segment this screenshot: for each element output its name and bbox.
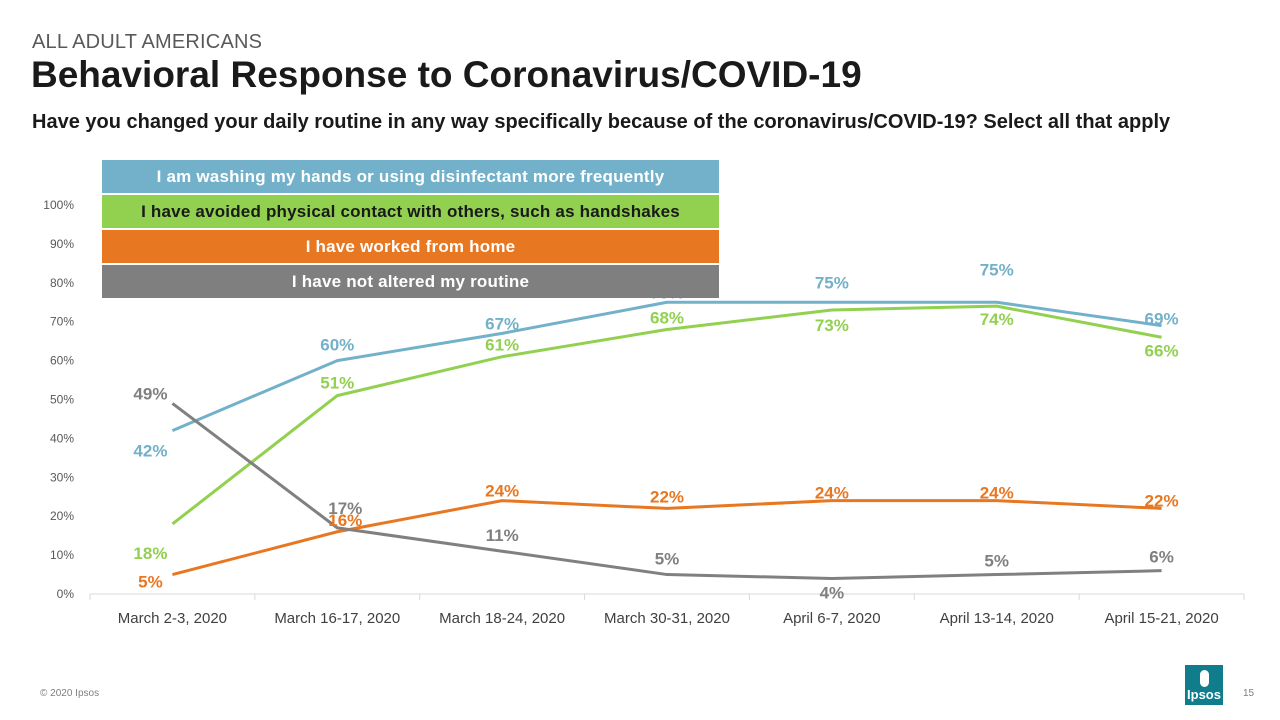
- y-tick-label: 0%: [57, 587, 75, 601]
- data-label: 18%: [133, 544, 167, 563]
- data-label: 5%: [138, 573, 163, 592]
- y-tick-label: 90%: [50, 237, 74, 251]
- y-tick-label: 60%: [50, 354, 74, 368]
- series-line-1: [171, 304, 1162, 526]
- data-label: 42%: [133, 442, 167, 461]
- x-tick-label: March 2-3, 2020: [118, 610, 227, 627]
- page-number: 15: [1243, 688, 1255, 699]
- y-tick-label: 70%: [50, 315, 74, 329]
- data-label: 75%: [980, 260, 1014, 279]
- data-label: 22%: [1145, 491, 1179, 510]
- data-label: 73%: [815, 316, 849, 335]
- data-label: 61%: [485, 336, 519, 355]
- data-label: 11%: [486, 526, 519, 545]
- data-label: 49%: [133, 384, 167, 403]
- logo-mark-icon: [1200, 670, 1209, 687]
- y-tick-label: 50%: [50, 393, 74, 407]
- page-subtitle: Have you changed your daily routine in a…: [32, 111, 1171, 133]
- series-line-0: [171, 300, 1162, 433]
- data-label: 16%: [328, 511, 362, 530]
- data-label: 75%: [815, 273, 849, 292]
- data-label: 24%: [980, 484, 1014, 503]
- data-label: 5%: [984, 552, 1009, 571]
- data-label: 66%: [1145, 341, 1179, 360]
- series-line-3: [171, 402, 1162, 580]
- legend-item-worked-from-home: I have worked from home: [102, 230, 719, 263]
- y-tick-label: 100%: [43, 198, 74, 212]
- y-tick-label: 30%: [50, 470, 74, 484]
- chart-legend: I am washing my hands or using disinfect…: [102, 160, 719, 300]
- copyright-text: © 2020 Ipsos: [40, 688, 100, 699]
- logo-text: Ipsos: [1187, 687, 1221, 702]
- x-tick-label: April 13-14, 2020: [940, 610, 1054, 627]
- x-tick-label: March 16-17, 2020: [274, 610, 400, 627]
- legend-item-not-altered: I have not altered my routine: [102, 265, 719, 298]
- data-label: 17%: [328, 499, 362, 518]
- data-label: 4%: [820, 583, 845, 602]
- data-label: 22%: [650, 487, 684, 506]
- data-label: 5%: [655, 550, 680, 569]
- data-label: 69%: [1145, 310, 1179, 329]
- legend-item-washing-hands: I am washing my hands or using disinfect…: [102, 160, 719, 193]
- y-tick-label: 40%: [50, 431, 74, 445]
- x-tick-label: March 30-31, 2020: [604, 610, 730, 627]
- x-tick-label: April 15-21, 2020: [1104, 610, 1218, 627]
- data-label: 60%: [320, 336, 354, 355]
- data-label: 68%: [650, 308, 684, 327]
- data-label: 24%: [485, 482, 519, 501]
- data-label: 67%: [485, 314, 519, 333]
- y-tick-label: 80%: [50, 276, 74, 290]
- x-tick-label: April 6-7, 2020: [783, 610, 881, 627]
- series-line-2: [172, 499, 1162, 577]
- data-label: 74%: [980, 310, 1014, 329]
- y-tick-label: 10%: [50, 548, 74, 562]
- eyebrow-label: ALL ADULT AMERICANS: [32, 31, 263, 53]
- data-label: 6%: [1149, 548, 1174, 567]
- data-label: 51%: [320, 374, 354, 393]
- legend-item-avoided-contact: I have avoided physical contact with oth…: [102, 195, 719, 228]
- page-title: Behavioral Response to Coronavirus/COVID…: [31, 54, 862, 95]
- x-tick-label: March 18-24, 2020: [439, 610, 565, 627]
- data-label: 24%: [815, 484, 849, 503]
- y-tick-label: 20%: [50, 509, 74, 523]
- ipsos-logo: Ipsos: [1185, 665, 1223, 705]
